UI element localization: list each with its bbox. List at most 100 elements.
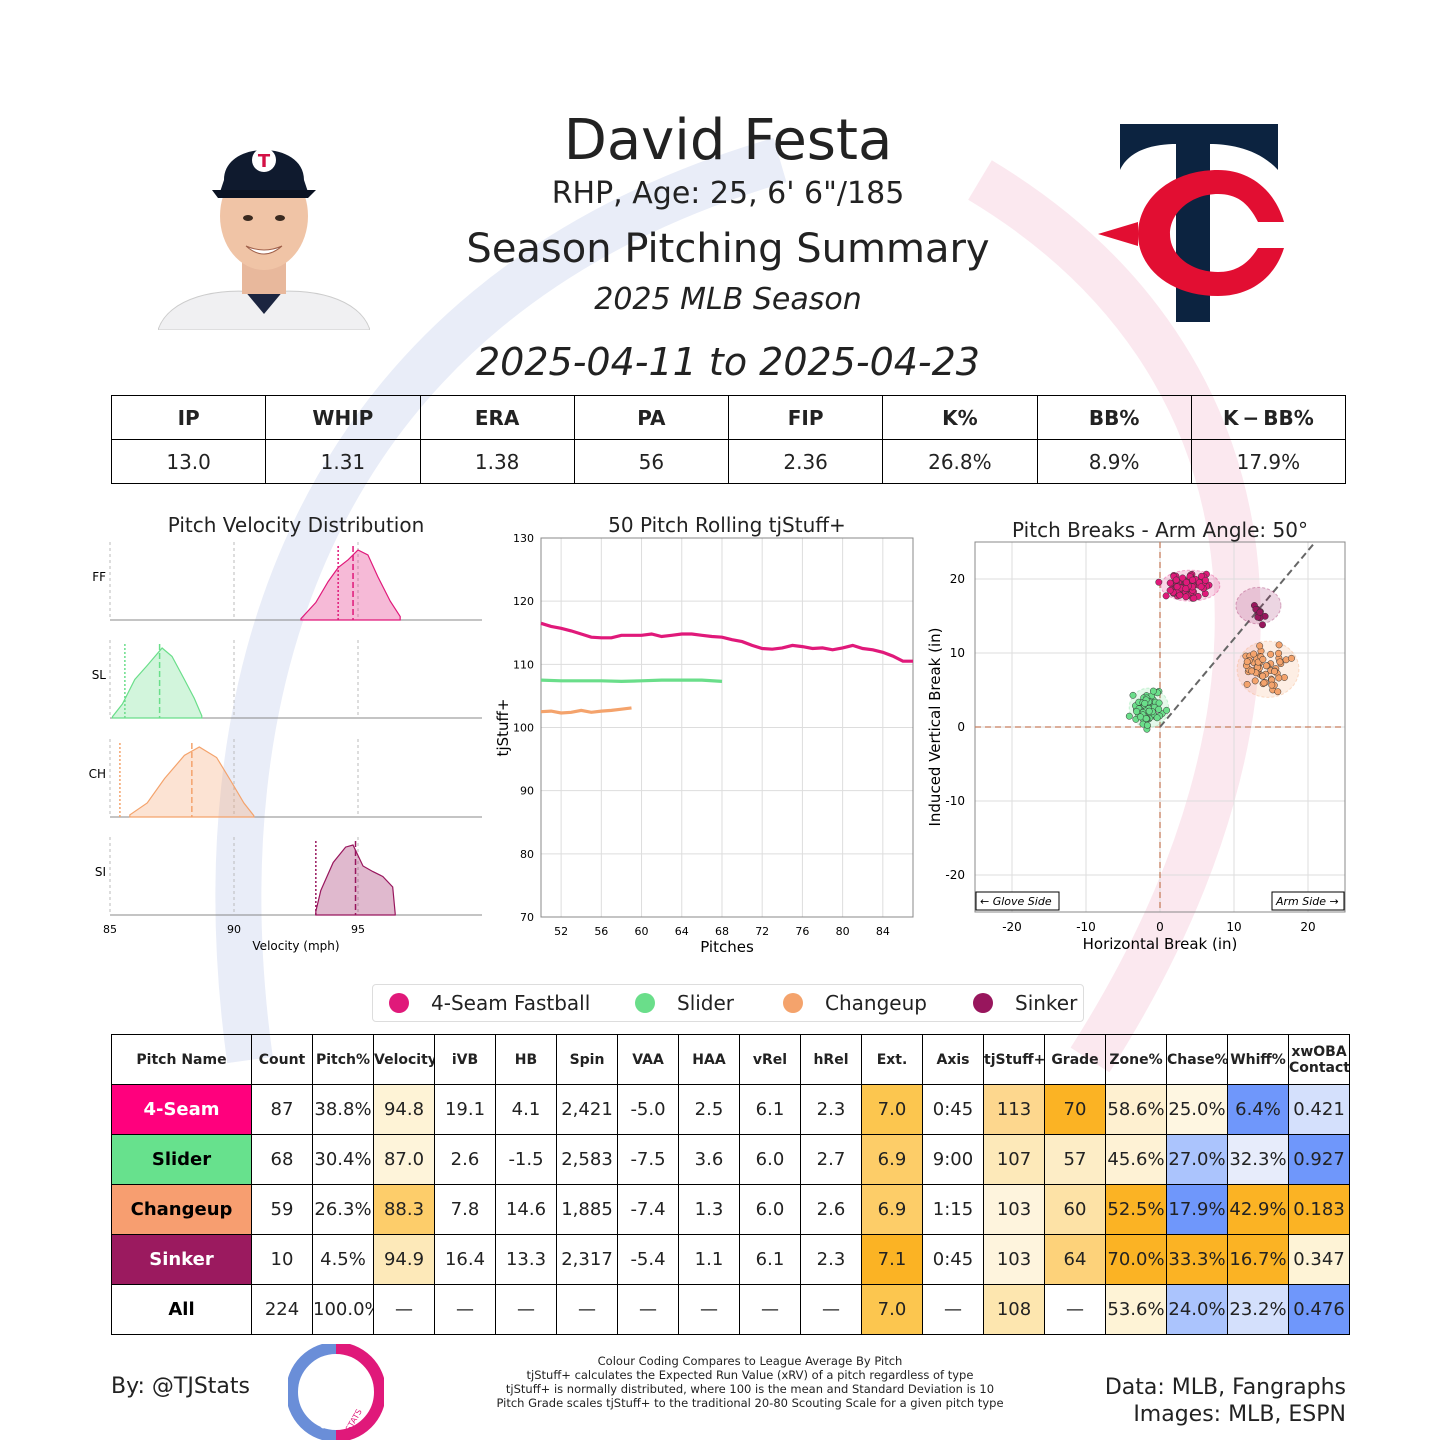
pitch-point bbox=[1182, 578, 1190, 586]
stat-header-bb-pct: BB% bbox=[1036, 395, 1192, 440]
table-cell: 94.9 bbox=[373, 1234, 435, 1285]
table-cell: 16.7% bbox=[1227, 1234, 1289, 1285]
x-tick-label: 60 bbox=[635, 925, 649, 938]
table-cell: 103 bbox=[983, 1184, 1045, 1235]
table-cell: 13.3 bbox=[495, 1234, 557, 1285]
y-axis-label: Induced Vertical Break (in) bbox=[926, 627, 944, 826]
pitch-point bbox=[1202, 576, 1209, 584]
y-tick-label: 110 bbox=[513, 658, 534, 671]
table-row: Slider 68 30.4% 87.0 2.6 -1.5 2,583 -7.5 3.6 6.0 2… bbox=[111, 1134, 1350, 1185]
stat-value-fip: 2.36 bbox=[727, 439, 884, 484]
x-tick-label: -20 bbox=[1002, 920, 1022, 934]
table-cell: 0:45 bbox=[922, 1084, 984, 1135]
table-cell: 64 bbox=[1044, 1234, 1106, 1285]
table-cell: 1:15 bbox=[922, 1184, 984, 1235]
col-header-ivb: iVB bbox=[434, 1034, 496, 1085]
stat-header-k-bb-pct: K − BB% bbox=[1190, 395, 1347, 440]
table-cell: 52.5% bbox=[1105, 1184, 1167, 1235]
table-cell: 88.3 bbox=[373, 1184, 435, 1235]
player-name: David Festa bbox=[563, 108, 893, 173]
x-tick-label: 68 bbox=[715, 925, 729, 938]
table-cell: 4.5% bbox=[312, 1234, 374, 1285]
table-cell: 26.3% bbox=[312, 1184, 374, 1235]
table-cell: 32.3% bbox=[1227, 1134, 1289, 1185]
table-cell: 7.1 bbox=[861, 1234, 923, 1285]
break-chart-title: Pitch Breaks - Arm Angle: 50° bbox=[1012, 518, 1308, 542]
table-cell: — bbox=[556, 1284, 618, 1335]
glove-side-label: ← Glove Side bbox=[980, 895, 1052, 908]
table-cell: 6.0 bbox=[739, 1184, 801, 1235]
pitch-point bbox=[1133, 708, 1141, 715]
pitch-point bbox=[1189, 576, 1197, 584]
player-info: RHP, Age: 25, 6' 6"/185 bbox=[551, 176, 905, 211]
series-line-sl bbox=[540, 678, 723, 684]
density-curve-sl bbox=[111, 647, 203, 719]
table-cell: 2,317 bbox=[556, 1234, 618, 1285]
table-cell: — bbox=[1044, 1284, 1106, 1335]
pitch-point bbox=[1259, 672, 1267, 680]
table-cell: 68 bbox=[251, 1134, 313, 1185]
legend-label-four-seam: 4-Seam Fastball bbox=[431, 991, 591, 1015]
pitch-name-cell: Slider bbox=[111, 1134, 252, 1185]
table-cell: 38.8% bbox=[312, 1084, 374, 1135]
legend-item-sinker: Sinker bbox=[973, 989, 1077, 1017]
table-cell: 6.0 bbox=[739, 1134, 801, 1185]
y-tick-label: 10 bbox=[950, 646, 965, 660]
pitch-point bbox=[1251, 677, 1259, 685]
legend-label-sinker: Sinker bbox=[1015, 991, 1078, 1015]
legend-dot-icon bbox=[635, 993, 655, 1013]
x-axis-label: Pitches bbox=[700, 938, 754, 956]
pitch-point bbox=[1155, 699, 1163, 707]
table-cell: 27.0% bbox=[1166, 1134, 1228, 1185]
x-axis-label: Horizontal Break (in) bbox=[1083, 935, 1238, 953]
table-cell: 70 bbox=[1044, 1084, 1106, 1135]
author-credit: By: @TJStats bbox=[111, 1374, 251, 1399]
pitch-point bbox=[1275, 674, 1283, 682]
table-cell: 2.7 bbox=[800, 1134, 862, 1185]
table-cell: 7.0 bbox=[861, 1284, 923, 1335]
pitch-point bbox=[1243, 680, 1251, 688]
table-cell: 33.3% bbox=[1166, 1234, 1228, 1285]
col-header-extension: Ext. bbox=[861, 1034, 923, 1085]
x-tick-label: 20 bbox=[1300, 920, 1315, 934]
table-cell: -5.0 bbox=[617, 1084, 679, 1135]
pitch-point bbox=[1250, 650, 1258, 658]
legend-item-changeup: Changeup bbox=[783, 989, 927, 1017]
col-header-xwoba-contact: xwOBA Contact bbox=[1288, 1034, 1350, 1085]
table-cell: 17.9% bbox=[1166, 1184, 1228, 1235]
annotation-box bbox=[975, 891, 1060, 911]
x-tick-label: 0 bbox=[1156, 920, 1164, 934]
table-cell: 7.0 bbox=[861, 1084, 923, 1135]
panel-label-ch: CH bbox=[89, 767, 106, 781]
pitch-point bbox=[1137, 713, 1144, 721]
col-header-haa: HAA bbox=[678, 1034, 740, 1085]
table-cell: 2.6 bbox=[800, 1184, 862, 1235]
pitch-point bbox=[1142, 715, 1150, 723]
table-cell: 103 bbox=[983, 1234, 1045, 1285]
table-cell: 10 bbox=[251, 1234, 313, 1285]
season-label: 2025 MLB Season bbox=[594, 282, 862, 317]
footer-note: tjStuff+ is normally distributed, where … bbox=[505, 1382, 995, 1396]
rolling-tjstuff-chart: 52 56 60 64 68 72 76 80 84 70 80 90 100 110 120 130 Pitc… bbox=[494, 532, 914, 956]
summary-stats-header-row: IP WHIP ERA PA FIP K% BB% K − BB% bbox=[110, 395, 1347, 440]
velocity-distribution-chart: FF SL CH SI 85 90 95 Velocity (mph) bbox=[89, 542, 482, 953]
table-cell: 2,421 bbox=[556, 1084, 618, 1135]
image-source: Images: MLB, ESPN bbox=[1133, 1402, 1346, 1427]
summary-stats-value-row: 13.0 1.31 1.38 56 2.36 26.8% 8.9% 17.9% bbox=[110, 439, 1347, 484]
col-header-grade: Grade bbox=[1044, 1034, 1106, 1085]
stat-value-ip: 13.0 bbox=[110, 439, 267, 484]
pitch-point bbox=[1256, 608, 1264, 616]
x-axis-label: Velocity (mph) bbox=[252, 939, 339, 953]
pitch-point bbox=[1143, 721, 1151, 729]
pitch-point bbox=[1274, 688, 1282, 696]
pitch-point bbox=[1248, 667, 1256, 675]
table-cell: 53.6% bbox=[1105, 1284, 1167, 1335]
tjstats-logo: STATS bbox=[288, 1344, 384, 1440]
table-cell: 107 bbox=[983, 1134, 1045, 1185]
stat-value-k-bb-pct: 17.9% bbox=[1190, 439, 1347, 484]
team-logo bbox=[1098, 124, 1284, 322]
pitch-point bbox=[1166, 579, 1174, 587]
table-cell: 6.4% bbox=[1227, 1084, 1289, 1135]
y-tick-label: 70 bbox=[520, 911, 534, 924]
pitch-point bbox=[1153, 714, 1161, 722]
